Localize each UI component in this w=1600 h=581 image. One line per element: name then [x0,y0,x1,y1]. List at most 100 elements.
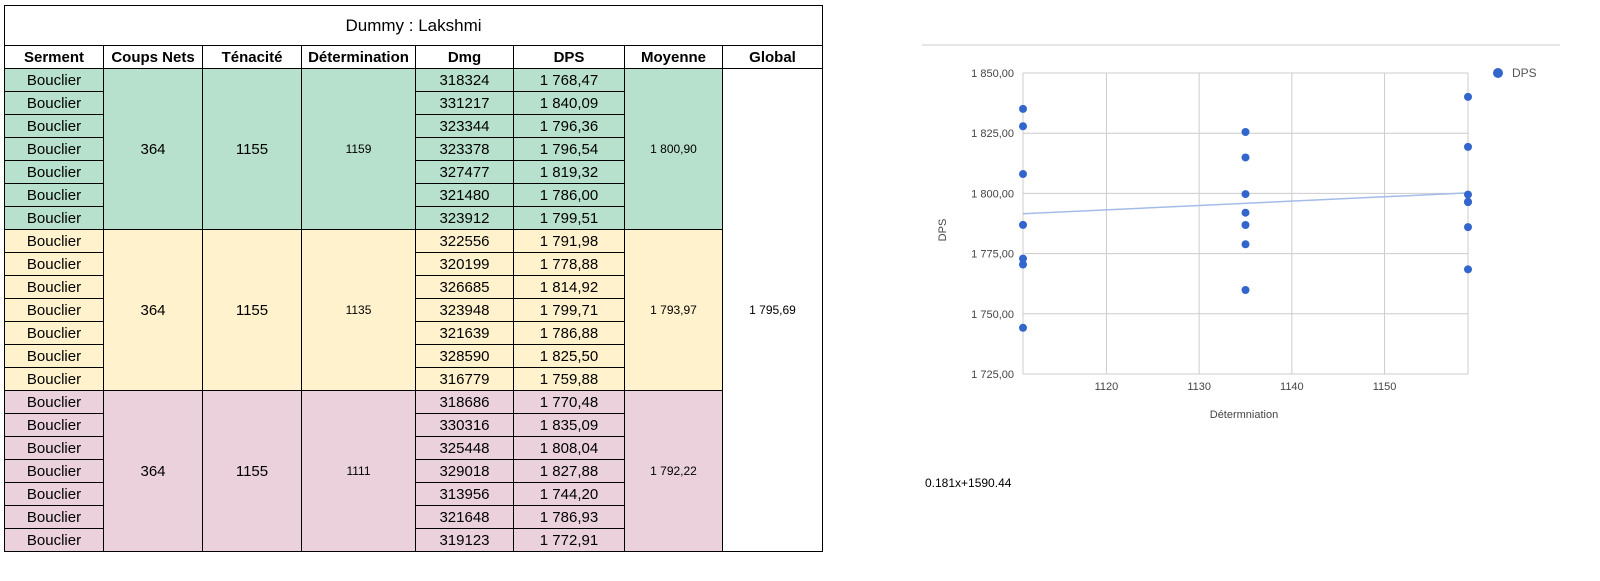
dmg-cell: 330316 [415,413,514,437]
chart-ticks: 1 725,00 1 750,00 1 775,00 1 800,00 1 825,00… [971,68,1396,393]
serment-cell: Bouclier [4,390,104,414]
dmg-cell: 318686 [415,390,514,414]
dmg-cell: 316779 [415,367,514,391]
data-point [1464,223,1472,232]
serment-cell: Bouclier [4,91,104,115]
table-row: Bouclier 364 1155 1159 318324 1 768,47 1 800,9… [4,68,823,552]
data-point [1019,122,1027,131]
y-tick-label: 1 725,00 [971,369,1014,381]
dmg-cell: 323948 [415,298,514,322]
dps-cell: 1 796,36 [513,114,625,138]
y-axis-label: DPS [937,219,949,242]
moyenne-cell: 1 792,22 [624,390,723,552]
data-point [1241,286,1250,295]
serment-cell: Bouclier [4,321,104,345]
data-point [1019,254,1027,263]
dmg-cell: 320199 [415,252,514,276]
y-tick-label: 1 750,00 [971,309,1014,321]
dps-cell: 1 791,98 [513,229,625,253]
dps-cell: 1 840,09 [513,91,625,115]
serment-cell: Bouclier [4,459,104,483]
y-tick-label: 1 825,00 [971,128,1014,140]
tenacite-cell: 1155 [202,68,302,230]
table-title: Dummy : Lakshmi [4,5,823,46]
chart-legend: DPS [1493,66,1537,80]
data-point [1241,220,1250,229]
dps-cell: 1 772,91 [513,528,625,552]
serment-cell: Bouclier [4,160,104,184]
data-point [1241,208,1250,217]
dps-cell: 1 827,88 [513,459,625,483]
table-body: Bouclier 364 1155 1159 318324 1 768,47 1 800,9… [4,68,823,552]
data-point [1241,127,1250,136]
column-header: Détermination [301,45,416,69]
serment-cell: Bouclier [4,482,104,506]
dps-cell: 1 759,88 [513,367,625,391]
trendline [1022,192,1469,215]
dmg-cell: 331217 [415,91,514,115]
dps-cell: 1 825,50 [513,344,625,368]
dps-cell: 1 835,09 [513,413,625,437]
x-tick-label: 1140 [1280,381,1304,393]
serment-cell: Bouclier [4,528,104,552]
dmg-cell: 323378 [415,137,514,161]
data-point [1464,197,1472,206]
determination-cell: 1135 [301,229,416,391]
dps-cell: 1 744,20 [513,482,625,506]
serment-cell: Bouclier [4,229,104,253]
dmg-cell: 323344 [415,114,514,138]
determination-cell: 1111 [301,390,416,552]
serment-cell: Bouclier [4,367,104,391]
moyenne-cell: 1 800,90 [624,68,723,230]
dps-cell: 1 808,04 [513,436,625,460]
dmg-cell: 318324 [415,68,514,92]
dmg-cell: 323912 [415,206,514,230]
dps-cell: 1 786,93 [513,505,625,529]
data-point [1019,323,1027,332]
serment-cell: Bouclier [4,275,104,299]
x-tick-label: 1120 [1095,381,1119,393]
serment-cell: Bouclier [4,114,104,138]
column-header: Coups Nets [103,45,203,69]
dps-cell: 1 778,88 [513,252,625,276]
tenacite-cell: 1155 [202,229,302,391]
data-point [1241,153,1250,162]
dps-cell: 1 799,51 [513,206,625,230]
table-row: Bouclier 364 1155 1111 318686 1 770,48 1 792,2… [4,390,823,552]
moyenne-cell: 1 793,97 [624,229,723,391]
data-point [1019,170,1027,179]
serment-cell: Bouclier [4,206,104,230]
column-header: DPS [513,45,625,69]
dmg-cell: 326685 [415,275,514,299]
y-tick-label: 1 775,00 [971,249,1014,261]
legend-label-dps: DPS [1512,66,1537,80]
dps-cell: 1 799,71 [513,298,625,322]
serment-cell: Bouclier [4,413,104,437]
data-point [1019,104,1027,113]
chart-points [1019,92,1472,332]
serment-cell: Bouclier [4,137,104,161]
header-row: Serment Coups Nets Ténacité Détermination Dm… [4,45,823,69]
dmg-cell: 322556 [415,229,514,253]
dps-cell: 1 796,54 [513,137,625,161]
results-table: Dummy : Lakshmi Serment Coups Nets Ténacit… [4,5,823,552]
data-point [1241,240,1250,249]
data-point [1464,190,1472,199]
dps-cell: 1 768,47 [513,68,625,92]
x-tick-label: 1130 [1187,381,1211,393]
serment-cell: Bouclier [4,505,104,529]
data-point [1464,265,1472,274]
x-tick-label: 1150 [1373,381,1397,393]
global-cell: 1 795,69 [722,68,823,552]
coups-nets-cell: 364 [103,390,203,552]
dps-cell: 1 819,32 [513,160,625,184]
legend-marker-dps [1493,68,1503,78]
determination-cell: 1159 [301,68,416,230]
chart-grid [1022,72,1469,375]
data-point [1241,190,1250,199]
serment-cell: Bouclier [4,183,104,207]
chart-trendline [1022,192,1469,215]
dps-cell: 1 786,00 [513,183,625,207]
dmg-cell: 325448 [415,436,514,460]
